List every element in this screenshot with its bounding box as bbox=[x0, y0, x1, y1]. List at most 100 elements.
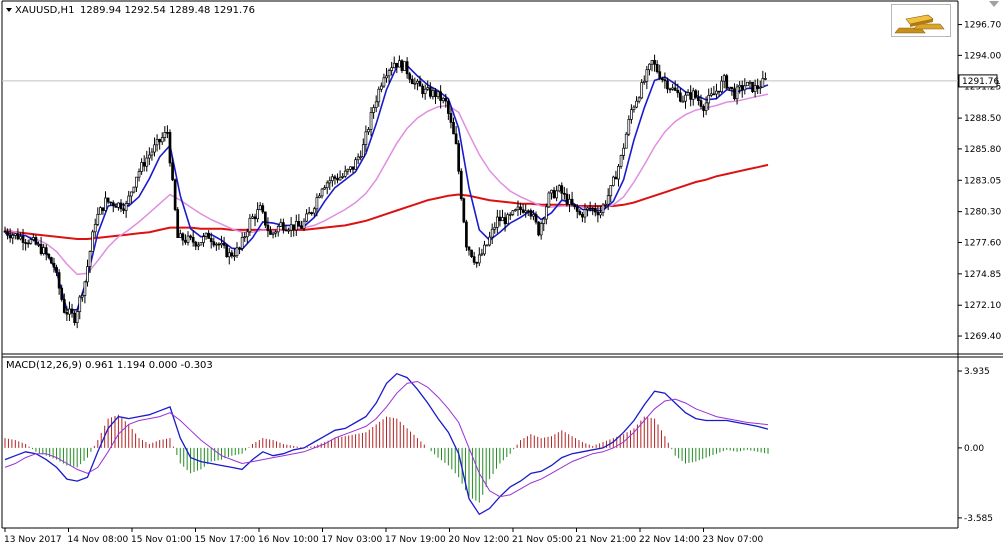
candle-body bbox=[676, 90, 680, 94]
candle-body bbox=[310, 212, 314, 214]
candle-body bbox=[635, 100, 638, 108]
candle-body bbox=[127, 195, 131, 204]
candle-body bbox=[44, 247, 48, 255]
candle-body bbox=[604, 203, 607, 206]
candle-body bbox=[256, 209, 259, 220]
candle-body bbox=[245, 231, 249, 238]
candle-body bbox=[418, 80, 422, 87]
candle-body bbox=[475, 261, 479, 264]
candle-body bbox=[532, 214, 535, 217]
candle-body bbox=[596, 211, 600, 216]
candle-body bbox=[398, 60, 401, 68]
candle-body bbox=[428, 87, 432, 97]
candle-body bbox=[648, 63, 651, 71]
candle-body bbox=[717, 90, 721, 93]
candle-body bbox=[181, 233, 185, 241]
candle-body bbox=[364, 131, 368, 145]
price-tick-label: 1291.25 bbox=[964, 83, 1001, 93]
candle-body bbox=[720, 80, 723, 93]
candle-body bbox=[593, 208, 597, 213]
candle-body bbox=[361, 144, 365, 158]
candle-body bbox=[560, 185, 564, 194]
candle-body bbox=[176, 209, 180, 238]
candle-body bbox=[426, 87, 430, 90]
candle-body bbox=[235, 247, 239, 257]
candle-body bbox=[269, 230, 272, 235]
candle-body bbox=[191, 237, 195, 243]
candle-body bbox=[137, 171, 141, 178]
candle-body bbox=[565, 193, 569, 205]
candle-body bbox=[447, 100, 450, 114]
price-tick-label: 1285.80 bbox=[964, 145, 1001, 155]
candle-body bbox=[369, 112, 373, 130]
candle-body bbox=[575, 206, 579, 212]
candle-body bbox=[86, 266, 89, 283]
candle-body bbox=[62, 299, 66, 313]
candle-body bbox=[279, 222, 283, 227]
dropdown-triangle-icon[interactable] bbox=[6, 8, 12, 12]
candle-body bbox=[490, 228, 494, 238]
candle-body bbox=[483, 244, 486, 255]
candle-body bbox=[178, 233, 182, 238]
candle-body bbox=[511, 210, 515, 215]
candle-body bbox=[318, 195, 321, 198]
candle-body bbox=[253, 216, 257, 220]
candle-body bbox=[351, 166, 355, 170]
candle-body bbox=[325, 182, 329, 189]
gold-bars-icon[interactable] bbox=[891, 4, 951, 37]
macd-header: MACD(12,26,9) 0.961 1.194 0.000 -0.303 bbox=[6, 360, 213, 371]
symbol-label: XAUUSD,H1 bbox=[15, 5, 74, 16]
candle-body bbox=[284, 229, 288, 232]
candle-body bbox=[323, 187, 326, 190]
candle-body bbox=[300, 225, 303, 229]
candle-body bbox=[189, 235, 192, 238]
candle-body bbox=[405, 61, 409, 75]
candle-body bbox=[712, 93, 716, 96]
candle-body bbox=[738, 85, 741, 88]
candle-body bbox=[609, 185, 613, 197]
candle-body bbox=[168, 132, 172, 164]
candle-body bbox=[707, 95, 711, 104]
candle-body bbox=[220, 242, 223, 246]
time-tick-label: 21 Nov 05:00 bbox=[512, 535, 573, 545]
candle-body bbox=[238, 247, 241, 250]
candle-body bbox=[650, 60, 654, 65]
candle-body bbox=[758, 86, 762, 89]
candle-body bbox=[751, 81, 754, 92]
candle-body bbox=[80, 295, 84, 298]
candle-body bbox=[119, 202, 123, 210]
candle-body bbox=[524, 210, 528, 213]
candle-body bbox=[588, 207, 592, 210]
candle-body bbox=[387, 70, 391, 77]
collapse-icon[interactable] bbox=[988, 0, 1000, 8]
candle-body bbox=[202, 236, 205, 243]
candle-body bbox=[679, 92, 682, 102]
time-tick-label: 22 Nov 14:00 bbox=[639, 535, 700, 545]
time-axis: 13 Nov 2017 14 Nov 08:00 15 Nov 01:00 15 No… bbox=[4, 528, 763, 545]
candle-body bbox=[434, 90, 437, 98]
candle-body bbox=[142, 162, 146, 167]
candle-body bbox=[271, 232, 275, 235]
candle-body bbox=[668, 88, 672, 91]
candle-body bbox=[573, 204, 577, 208]
candle-body bbox=[421, 85, 424, 95]
candle-body bbox=[526, 210, 530, 213]
candle-body bbox=[315, 197, 319, 210]
candle-body bbox=[233, 255, 236, 258]
candle-body bbox=[477, 254, 481, 264]
candle-body bbox=[19, 236, 22, 240]
candle-body bbox=[697, 97, 700, 101]
candle-body bbox=[263, 211, 267, 226]
fast-ma-line bbox=[4, 64, 769, 311]
candle-body bbox=[743, 85, 747, 91]
candle-body bbox=[29, 239, 33, 244]
candle-body bbox=[655, 63, 659, 73]
candle-body bbox=[563, 192, 566, 195]
candle-body bbox=[199, 242, 203, 246]
candle-body bbox=[34, 237, 38, 245]
macd-lines bbox=[4, 372, 769, 516]
candle-body bbox=[410, 78, 414, 85]
candle-body bbox=[3, 230, 7, 233]
candle-body bbox=[390, 67, 394, 71]
